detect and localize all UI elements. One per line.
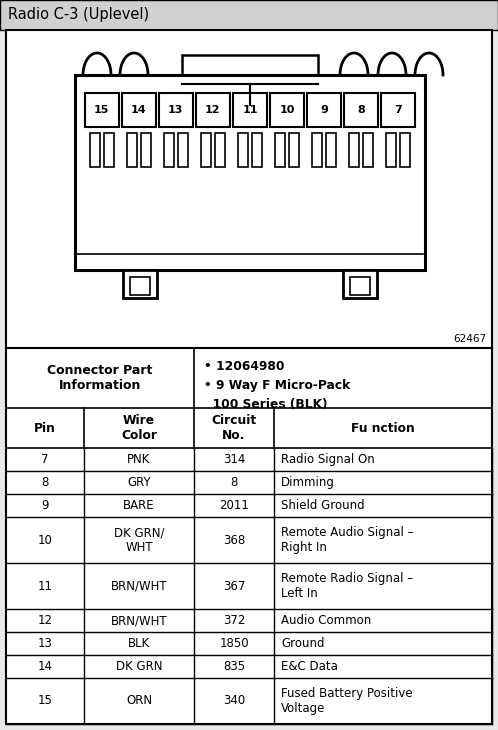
Text: 372: 372: [223, 614, 245, 627]
Text: E&C Data: E&C Data: [281, 660, 338, 673]
Text: 9: 9: [320, 105, 328, 115]
Bar: [350, 277, 370, 294]
Bar: [270, 93, 304, 127]
Text: BRN/WHT: BRN/WHT: [111, 614, 167, 627]
Text: PNK: PNK: [127, 453, 151, 466]
Text: DK GRN: DK GRN: [116, 660, 162, 673]
Bar: [130, 277, 150, 294]
Text: Radio C-3 (Uplevel): Radio C-3 (Uplevel): [8, 7, 149, 23]
Bar: [344, 93, 378, 127]
Text: Wire
Color: Wire Color: [121, 414, 157, 442]
Text: 8: 8: [358, 105, 365, 115]
Bar: [238, 133, 248, 167]
Text: 7: 7: [41, 453, 49, 466]
Bar: [182, 55, 318, 105]
Bar: [381, 93, 415, 127]
Text: 14: 14: [37, 660, 52, 673]
Text: Fu nction: Fu nction: [351, 421, 415, 434]
Text: 340: 340: [223, 694, 245, 707]
Text: 2011: 2011: [219, 499, 249, 512]
Bar: [253, 86, 312, 102]
Text: 13: 13: [37, 637, 52, 650]
Text: Remote Radio Signal –
Left In: Remote Radio Signal – Left In: [281, 572, 413, 600]
Text: Connector Part
Information: Connector Part Information: [47, 364, 153, 392]
Text: 835: 835: [223, 660, 245, 673]
Text: Pin: Pin: [34, 421, 56, 434]
Text: 15: 15: [37, 694, 52, 707]
Text: BLK: BLK: [128, 637, 150, 650]
Text: DK GRN/
WHT: DK GRN/ WHT: [114, 526, 164, 554]
Bar: [104, 133, 114, 167]
Text: Radio Signal On: Radio Signal On: [281, 453, 375, 466]
Text: Remote Audio Signal –
Right In: Remote Audio Signal – Right In: [281, 526, 413, 554]
Text: 62467: 62467: [453, 334, 486, 344]
Text: 8: 8: [230, 476, 238, 489]
Text: Audio Common: Audio Common: [281, 614, 371, 627]
Bar: [178, 133, 188, 167]
Text: 14: 14: [131, 105, 146, 115]
Text: 15: 15: [94, 105, 109, 115]
Bar: [233, 93, 267, 127]
Text: 9: 9: [41, 499, 49, 512]
Bar: [275, 133, 285, 167]
Bar: [75, 75, 425, 270]
Text: 10: 10: [279, 105, 295, 115]
Text: 12: 12: [37, 614, 52, 627]
Bar: [386, 133, 396, 167]
Text: 8: 8: [41, 476, 49, 489]
Text: Shield Ground: Shield Ground: [281, 499, 365, 512]
Bar: [122, 93, 156, 127]
Bar: [159, 93, 193, 127]
Text: GRY: GRY: [127, 476, 151, 489]
Text: 13: 13: [168, 105, 183, 115]
Text: BARE: BARE: [123, 499, 155, 512]
Text: 368: 368: [223, 534, 245, 547]
Bar: [312, 133, 322, 167]
Text: Dimming: Dimming: [281, 476, 335, 489]
Bar: [0, 0, 498, 30]
Bar: [188, 86, 247, 102]
Bar: [307, 93, 341, 127]
Text: 11: 11: [37, 580, 52, 593]
Text: Ground: Ground: [281, 637, 325, 650]
Text: 367: 367: [223, 580, 245, 593]
Bar: [343, 270, 377, 298]
Text: 12: 12: [205, 105, 221, 115]
Bar: [400, 133, 410, 167]
Text: Circuit
No.: Circuit No.: [212, 414, 256, 442]
Bar: [126, 133, 136, 167]
Text: Fused Battery Positive
Voltage: Fused Battery Positive Voltage: [281, 687, 413, 715]
Bar: [196, 93, 230, 127]
Bar: [326, 133, 336, 167]
Text: 314: 314: [223, 453, 245, 466]
Bar: [140, 133, 151, 167]
Bar: [364, 133, 374, 167]
Bar: [85, 93, 119, 127]
Bar: [215, 133, 225, 167]
Bar: [252, 133, 262, 167]
Bar: [289, 133, 299, 167]
Text: 1850: 1850: [219, 637, 249, 650]
Text: ORN: ORN: [126, 694, 152, 707]
Bar: [164, 133, 174, 167]
Text: 7: 7: [394, 105, 402, 115]
Bar: [123, 270, 157, 298]
Bar: [349, 133, 360, 167]
Bar: [201, 133, 211, 167]
Bar: [90, 133, 100, 167]
Text: 10: 10: [37, 534, 52, 547]
Text: • 12064980
• 9 Way F Micro-Pack
  100 Series (BLK): • 12064980 • 9 Way F Micro-Pack 100 Seri…: [204, 360, 350, 411]
Text: 11: 11: [242, 105, 258, 115]
Text: BRN/WHT: BRN/WHT: [111, 580, 167, 593]
